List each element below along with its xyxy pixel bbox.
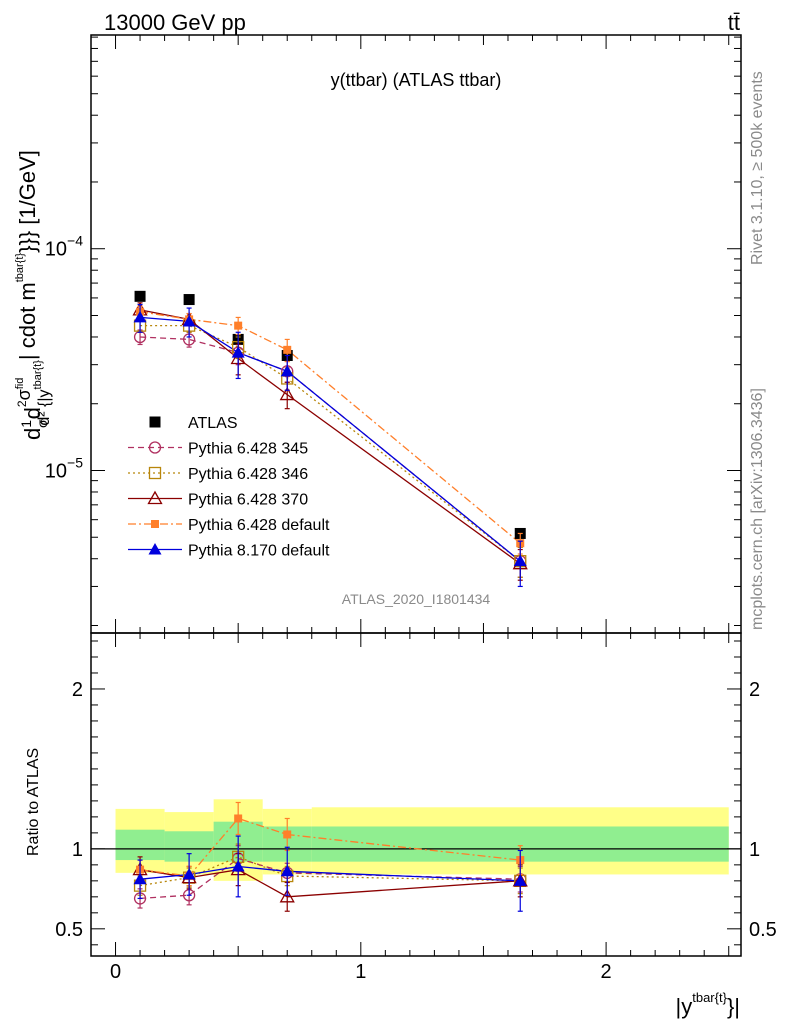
ratio-y-tick-label-right: 2 (749, 679, 760, 701)
legend-marker-pythia-6-428-346 (148, 466, 162, 480)
header-energy-label: 13000 GeV pp (104, 10, 246, 35)
main-data-point-pythia-8-170-default (280, 364, 294, 377)
plot-title: y(ttbar) (ATLAS ttbar) (331, 70, 502, 90)
main-data-point-pythia-6-428-default (283, 345, 292, 354)
ylabel-tbar: tbar{t} (32, 360, 44, 390)
main-y-tick-label: 10−4 (45, 233, 83, 261)
ylabel-m-sup: tbar{t} (14, 253, 26, 283)
ratio-y-tick-label-left: 0.5 (55, 919, 83, 941)
xlabel-sup: tbar{t} (692, 990, 727, 1005)
ratio-data-point-pythia-8-170-default (513, 874, 527, 886)
rivet-version-label: Rivet 3.1.10, ≥ 500k events (749, 71, 766, 265)
legend-marker-atlas (149, 416, 161, 428)
legend-marker-pythia-8-170-default (148, 543, 162, 555)
ratio-series-line-pythia-6-428-default (140, 817, 521, 877)
svg-text:d1σd2σfidd² {|ytbar{t}| cdot m: d1σd2σfidd² {|ytbar{t}| cdot mtbar{t}}}}… (14, 150, 53, 440)
main-y-tick-label-exponent: −5 (67, 454, 83, 470)
main-y-tick-label-base: 10 (45, 460, 67, 482)
main-y-axis-label: d1σd2σfidd² {|ytbar{t}| cdot mtbar{t}}}}… (14, 150, 53, 440)
legend-label-pythia-6-428-370: Pythia 6.428 370 (188, 492, 308, 509)
ratio-plot-panel: 0.5 0.5 1 1 2 2 0 1 2 (55, 632, 777, 983)
legend-marker-pythia-6-428-default (151, 520, 159, 528)
ratio-y-tick-label-left: 1 (72, 839, 83, 861)
main-data-point-pythia-8-170-default (133, 310, 147, 323)
ylabel-d2: d (20, 407, 45, 419)
legend-marker-pythia-6-428-345 (148, 441, 162, 454)
legend-label-pythia-8-170-default: Pythia 8.170 default (188, 543, 330, 560)
ratio-x-tick-label: 2 (601, 961, 612, 983)
ratio-y-tick-label-right: 1 (749, 839, 760, 861)
ylabel-d: d (20, 428, 45, 440)
main-y-tick-label: 10−5 (45, 454, 83, 482)
main-data-point-pythia-8-170-default (182, 314, 196, 327)
xlabel-main: |y (676, 994, 693, 1019)
ratio-data-point-pythia-6-428-370 (279, 889, 295, 903)
watermark-label: ATLAS_2020_I1801434 (342, 591, 491, 607)
main-data-point-pythia-8-170-default (231, 346, 245, 358)
ratio-data-point-pythia-8-170-default (280, 864, 294, 877)
ylabel-one: 1 (18, 420, 34, 428)
main-data-point-pythia-6-428-default (234, 321, 243, 330)
ylabel-fid: fid (14, 378, 26, 390)
xlabel-tail: }| (727, 994, 740, 1019)
ratio-y-tick-label-right: 0.5 (749, 919, 777, 941)
ratio-uncertainty-band-inner (115, 829, 165, 861)
main-plot-panel: y(ttbar) (ATLAS ttbar) ATLAS_2020_I18014… (45, 34, 742, 634)
main-data-point-pythia-6-428-370 (279, 386, 295, 401)
legend-label-pythia-6-428-default: Pythia 6.428 default (188, 517, 330, 534)
legend-label-pythia-6-428-346: Pythia 6.428 346 (188, 466, 308, 483)
mcplots-label: mcplots.cern.ch [arXiv:1306.3436] (749, 388, 766, 630)
main-data-point-atlas (134, 290, 146, 302)
main-y-tick-label-exponent: −4 (67, 233, 83, 249)
legend-label-pythia-6-428-345: Pythia 6.428 345 (188, 441, 308, 458)
ratio-data-point-pythia-6-428-default (283, 830, 292, 839)
main-data-point-atlas (183, 294, 195, 306)
legend: ATLAS Pythia 6.428 345 Pythia 6.428 346 Pyt… (128, 415, 330, 560)
ratio-y-axis-label: Ratio to ATLAS (25, 748, 42, 856)
main-y-tick-label-base: 10 (45, 239, 67, 261)
ratio-data-point-pythia-8-170-default (231, 859, 245, 872)
ratio-data-point-pythia-6-428-default (234, 814, 243, 823)
ratio-data-point-pythia-8-170-default (133, 872, 147, 885)
ylabel-denominator: d² {|y (36, 389, 53, 425)
ratio-y-tick-label-left: 2 (72, 679, 83, 701)
legend-marker-pythia-6-428-370 (147, 490, 163, 505)
ylabel-sigma-fid: σ (14, 389, 34, 400)
ylabel-sq: 2 (15, 400, 29, 407)
ylabel-tail: }}} [1/GeV] (15, 150, 40, 253)
header-process-label: tt̄ (728, 10, 740, 35)
ratio-plot-frame (90, 632, 742, 957)
ylabel-sigma: σ (34, 419, 50, 428)
ratio-x-tick-label: 0 (110, 961, 121, 983)
ratio-data-point-pythia-8-170-default (182, 867, 196, 880)
x-axis-label: |ytbar{t}}| (676, 990, 740, 1019)
ratio-x-tick-label: 1 (355, 961, 366, 983)
legend-label-atlas: ATLAS (188, 415, 238, 432)
ylabel-cdot: | cdot m (15, 282, 40, 360)
main-data-point-pythia-8-170-default (513, 554, 527, 567)
